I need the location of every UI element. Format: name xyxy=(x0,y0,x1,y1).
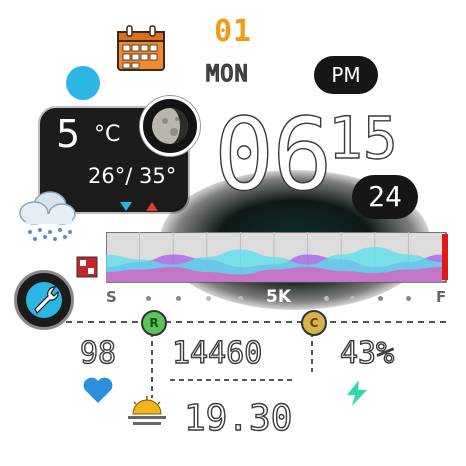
temperature-unit: °C xyxy=(94,122,121,147)
sunset-time-value: 19.30 xyxy=(183,397,293,439)
chart-dot xyxy=(350,296,355,301)
heart-rate-value: 98 xyxy=(79,335,117,371)
chart-dot xyxy=(146,296,151,301)
chart-dot xyxy=(406,296,411,301)
current-temperature: 5 xyxy=(56,112,81,156)
temp-high-arrow-icon xyxy=(146,196,158,215)
pin-left-badge: R xyxy=(141,310,167,336)
time-hours: 06 xyxy=(213,96,333,213)
chart-center-label: 5K xyxy=(266,287,292,307)
chart-end-marker xyxy=(442,234,448,280)
temp-low-arrow-icon xyxy=(120,196,132,215)
wrench-icon xyxy=(26,282,62,318)
chart-dot xyxy=(238,296,243,301)
battery-value: 43% xyxy=(339,335,395,371)
calendar-icon[interactable] xyxy=(114,24,170,78)
time-minutes: 15 xyxy=(327,104,398,172)
cloud-rain-icon xyxy=(16,186,80,250)
chart-dot xyxy=(176,296,181,301)
chart-end-label: F xyxy=(436,288,447,306)
chart-series-magenta xyxy=(106,267,442,282)
chart-dot xyxy=(378,296,383,301)
chart-series-group xyxy=(106,247,442,282)
date-weekday: MON xyxy=(205,61,249,87)
battery-bolt-icon[interactable] xyxy=(342,378,372,412)
temperature-range: 26°/ 35° xyxy=(88,164,177,188)
chart-dot xyxy=(206,296,211,301)
steps-value: 14460 xyxy=(171,335,263,371)
alert-badge-icon xyxy=(76,256,98,282)
heart-icon[interactable] xyxy=(82,376,114,408)
status-dot xyxy=(66,66,100,100)
sunset-icon[interactable] xyxy=(124,394,170,432)
date-day: 01 xyxy=(214,14,253,49)
pin-right-badge: C xyxy=(301,310,327,336)
settings-button[interactable] xyxy=(14,270,74,330)
activity-chart xyxy=(106,232,448,283)
chart-start-label: S xyxy=(106,288,117,306)
moon-phase-icon xyxy=(140,96,200,156)
time-seconds: 24 xyxy=(352,175,418,219)
chart-dot xyxy=(324,296,329,301)
ampm-badge[interactable]: PM xyxy=(314,56,378,94)
